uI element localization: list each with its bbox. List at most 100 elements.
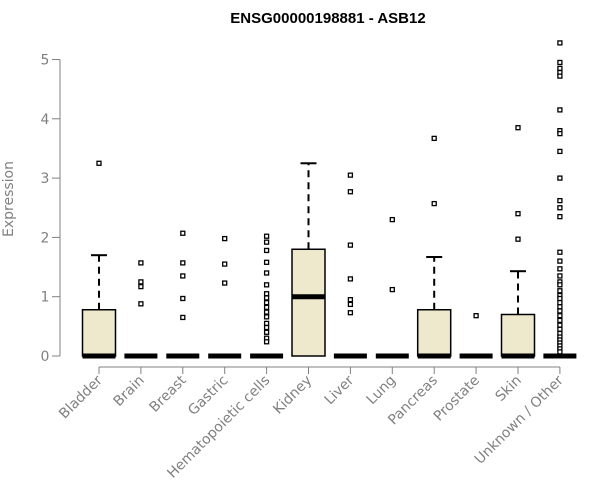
chart-title: ENSG00000198881 - ASB12 — [230, 10, 425, 27]
outlier-point — [263, 314, 270, 320]
box-group — [500, 125, 536, 359]
outlier-point — [347, 276, 354, 282]
y-axis: 0 1 2 3 4 5 — [41, 53, 61, 365]
outlier-point — [263, 309, 270, 315]
outlier-point — [347, 242, 354, 248]
x-tick-label: Prostate — [431, 373, 483, 425]
outlier-point — [557, 266, 563, 272]
box-group — [375, 216, 409, 359]
box — [291, 248, 326, 357]
outlier-point — [263, 295, 270, 301]
outlier-point — [263, 329, 270, 335]
outlier-point — [557, 175, 563, 181]
y-tick-label: 2 — [41, 230, 50, 246]
outlier-point — [557, 59, 563, 66]
y-tick-label: 0 — [41, 349, 50, 365]
outlier-point — [515, 211, 521, 217]
outlier-point — [347, 297, 354, 303]
outlier-point — [557, 65, 563, 72]
box-group — [333, 172, 367, 359]
outlier-point — [222, 261, 228, 267]
outlier-point — [138, 283, 144, 290]
outlier-point — [347, 310, 354, 316]
x-tick-label: Liver — [322, 372, 358, 408]
outlier-point — [557, 322, 563, 328]
box — [500, 313, 536, 357]
x-tick-label: Kidney — [270, 373, 315, 418]
outlier-point — [263, 291, 270, 297]
box-group — [124, 260, 158, 359]
outlier-point — [557, 258, 563, 264]
outlier-point — [557, 197, 563, 204]
box-group — [208, 235, 242, 359]
outlier-point — [138, 260, 144, 266]
box-group — [81, 160, 117, 359]
outlier-point — [557, 148, 563, 155]
outlier-point — [557, 299, 563, 306]
box-group — [459, 313, 493, 359]
box-group — [543, 40, 577, 359]
box-group — [166, 230, 200, 359]
outlier-point — [557, 288, 563, 294]
outlier-point — [180, 295, 186, 302]
outlier-point — [222, 280, 228, 286]
outlier-point — [263, 339, 270, 345]
outlier-point — [263, 299, 270, 306]
x-tick-label: Brain — [110, 373, 147, 410]
outlier-point — [96, 160, 102, 166]
outlier-point — [263, 239, 270, 245]
outlier-point — [389, 286, 395, 293]
outlier-point — [180, 314, 186, 321]
boxes — [81, 40, 577, 359]
outlier-point — [557, 326, 563, 332]
outlier-point — [557, 205, 563, 211]
outlier-point — [557, 73, 563, 79]
outlier-point — [557, 308, 563, 314]
box-group — [291, 162, 326, 357]
outlier-point — [557, 107, 563, 113]
outlier-point — [263, 233, 270, 239]
outlier-point — [557, 313, 563, 319]
outlier-point — [557, 282, 563, 288]
outlier-point — [138, 279, 144, 285]
box-group — [250, 233, 284, 359]
y-tick-label: 5 — [41, 53, 50, 69]
y-tick-label: 3 — [41, 171, 50, 187]
outlier-point — [557, 213, 563, 220]
outlier-point — [263, 282, 270, 288]
y-tick-label: 4 — [41, 112, 50, 128]
outlier-point — [557, 295, 563, 302]
outlier-point — [557, 40, 563, 46]
x-tick-label: Skin — [492, 373, 524, 405]
outlier-point — [347, 301, 354, 308]
outlier-point — [557, 249, 563, 255]
outlier-point — [347, 172, 354, 178]
outlier-point — [263, 259, 270, 265]
outlier-point — [389, 216, 395, 223]
outlier-point — [263, 320, 270, 327]
x-tick-label: Lung — [364, 373, 399, 408]
outlier-point — [263, 324, 270, 331]
outlier-point — [138, 301, 144, 307]
outlier-point — [557, 304, 563, 310]
y-tick-label: 1 — [41, 290, 50, 306]
outlier-point — [431, 200, 437, 207]
outlier-point — [347, 189, 354, 195]
outlier-point — [557, 273, 563, 279]
outlier-point — [263, 270, 270, 276]
outlier-point — [557, 130, 563, 137]
box-group — [416, 135, 452, 359]
outlier-point — [557, 349, 563, 355]
outlier-point — [222, 235, 228, 242]
x-tick-label: Breast — [146, 372, 190, 416]
outlier-point — [557, 317, 563, 324]
outlier-point — [263, 304, 270, 311]
box — [81, 308, 117, 357]
x-tick-label: Bladder — [56, 372, 106, 422]
outlier-point — [180, 273, 186, 279]
outlier-point — [263, 247, 270, 254]
outlier-point — [515, 125, 521, 131]
outlier-point — [431, 135, 437, 142]
outlier-point — [515, 236, 521, 242]
